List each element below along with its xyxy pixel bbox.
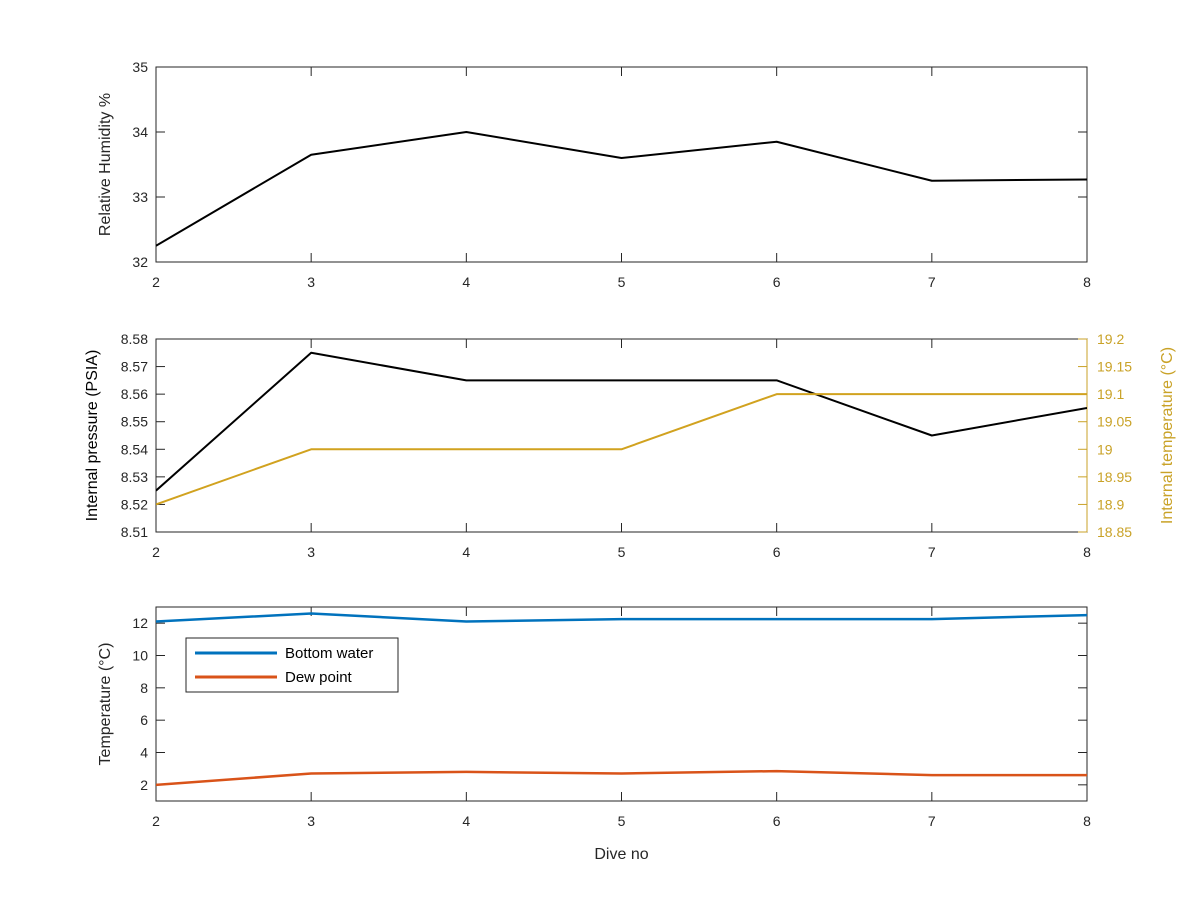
pressure-y-tick-label-right: 19.2 (1097, 331, 1124, 347)
temperature-x-tick-label: 2 (152, 813, 160, 829)
humidity-x-tick-label: 8 (1083, 274, 1091, 290)
pressure-y-tick-label-right: 19.15 (1097, 359, 1132, 375)
pressure-y-tick-label: 8.51 (121, 524, 148, 540)
temperature-x-tick-label: 6 (773, 813, 781, 829)
temperature-chart: 2 3 4 5 6 7 8 2 4 6 8 10 12 Temperature (°C) Dive no Bo… (97, 606, 1091, 863)
temperature-y-tick-label: 10 (132, 648, 148, 664)
temperature-series-line-bottom-water (156, 612, 1087, 623)
humidity-series-line-relative-humidity (156, 131, 1087, 247)
temperature-x-tick-label: 8 (1083, 813, 1091, 829)
pressure-y-axis-label-right: Internal temperature (°C) (1159, 347, 1176, 524)
humidity-x-tick-label: 5 (618, 274, 626, 290)
temperature-x-tick-label: 5 (618, 813, 626, 829)
humidity-x-tick-label: 4 (462, 274, 470, 290)
pressure-y-tick-label-right: 19 (1097, 441, 1113, 457)
pressure-x-tick-label: 5 (618, 544, 626, 560)
legend-box (185, 637, 399, 693)
humidity-y-tick-label: 35 (132, 59, 148, 75)
temperature-y-tick-label: 8 (140, 680, 148, 696)
pressure-y-tick-label-right: 19.05 (1097, 414, 1132, 430)
pressure-y-tick-label: 8.55 (121, 414, 148, 430)
pressure-series-line-internal-temperature (156, 393, 1087, 506)
humidity-y-axis-label: Relative Humidity % (97, 93, 114, 236)
pressure-x-tick-label: 2 (152, 544, 160, 560)
pressure-temperature-chart: 2 3 4 5 6 7 8 8.51 8.52 8.53 8.54 8.55 8.56 8.57 8.58 1… (84, 331, 1176, 560)
pressure-x-tick-label: 7 (928, 544, 936, 560)
pressure-y-tick-label: 8.53 (121, 469, 148, 485)
pressure-y-tick-label: 8.58 (121, 331, 148, 347)
pressure-y-tick-label: 8.54 (121, 441, 148, 457)
pressure-y-tick-label: 8.52 (121, 496, 148, 512)
temperature-y-tick-label: 4 (140, 745, 148, 761)
pressure-y-tick-label-right: 18.95 (1097, 469, 1132, 485)
temperature-plot-area (155, 606, 1088, 802)
humidity-y-tick-label: 34 (132, 124, 148, 140)
pressure-plot-area (155, 338, 1088, 533)
temperature-y-axis-label: Temperature (°C) (97, 643, 114, 766)
humidity-plot-area (155, 66, 1088, 263)
temperature-y-tick-label: 6 (140, 712, 148, 728)
temperature-x-tick-label: 7 (928, 813, 936, 829)
legend-label-dew-point: Dew point (285, 669, 353, 686)
pressure-y-tick-label-right: 18.85 (1097, 524, 1132, 540)
temperature-y-tick-label: 2 (140, 777, 148, 793)
legend-label-bottom-water: Bottom water (285, 645, 373, 662)
humidity-x-tick-label: 3 (307, 274, 315, 290)
pressure-y-tick-label-right: 19.1 (1097, 386, 1124, 402)
legend: Bottom water Dew point (185, 637, 399, 693)
temperature-y-tick-label: 12 (132, 615, 148, 631)
pressure-x-tick-label: 4 (462, 544, 470, 560)
humidity-x-tick-label: 6 (773, 274, 781, 290)
pressure-series-line-internal-pressure (156, 351, 1087, 492)
humidity-y-tick-label: 33 (132, 189, 148, 205)
humidity-x-tick-label: 2 (152, 274, 160, 290)
humidity-y-tick-label: 32 (132, 254, 148, 270)
pressure-x-tick-label: 6 (773, 544, 781, 560)
pressure-y-axis-label: Internal pressure (PSIA) (84, 350, 101, 522)
pressure-y-tick-label: 8.56 (121, 386, 148, 402)
pressure-y-tick-label: 8.57 (121, 359, 148, 375)
temperature-x-tick-label: 3 (307, 813, 315, 829)
pressure-y-tick-label-right: 18.9 (1097, 496, 1124, 512)
humidity-x-tick-label: 7 (928, 274, 936, 290)
pressure-x-tick-label: 8 (1083, 544, 1091, 560)
pressure-x-tick-label: 3 (307, 544, 315, 560)
temperature-x-tick-label: 4 (462, 813, 470, 829)
temperature-x-axis-label: Dive no (594, 846, 648, 863)
temperature-series-line-dew-point (156, 769, 1087, 787)
